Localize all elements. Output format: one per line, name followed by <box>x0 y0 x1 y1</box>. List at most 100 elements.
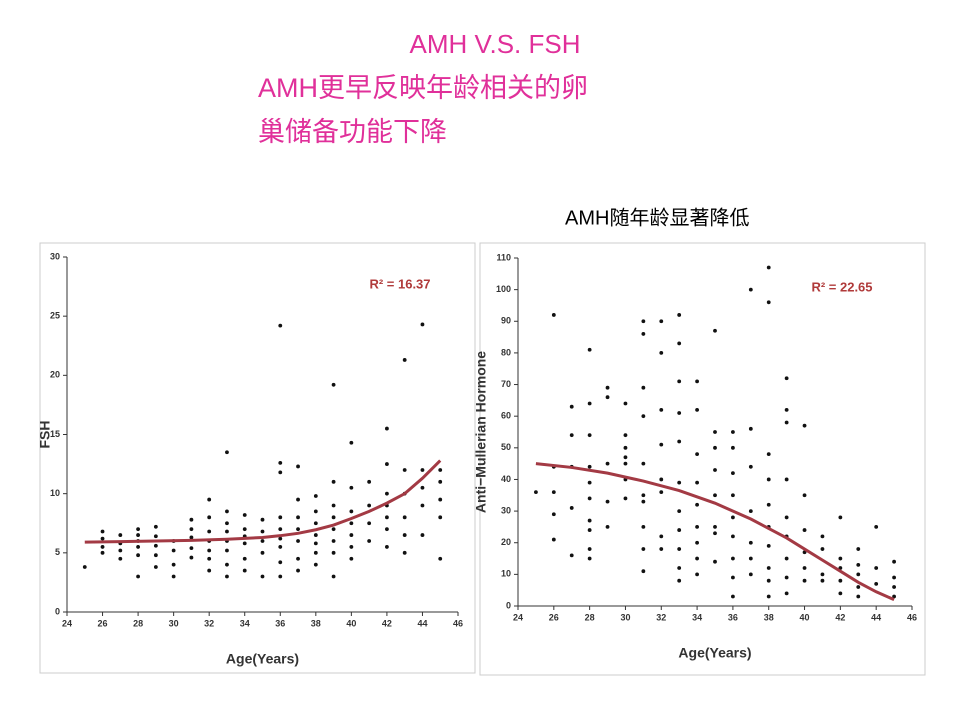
data-point <box>641 319 646 324</box>
data-point <box>641 332 646 336</box>
data-point <box>551 490 556 495</box>
data-point <box>713 445 717 450</box>
data-point <box>784 515 789 520</box>
data-point <box>587 347 592 352</box>
data-point <box>207 529 212 534</box>
data-point <box>569 506 574 510</box>
data-point <box>766 594 771 599</box>
data-point <box>605 499 610 504</box>
data-point <box>331 550 336 555</box>
data-point <box>784 407 789 412</box>
data-point <box>713 559 717 564</box>
data-point <box>260 517 265 522</box>
data-point <box>802 493 807 498</box>
data-point <box>677 547 682 551</box>
data-point <box>313 533 318 537</box>
data-point <box>748 540 753 545</box>
data-point <box>420 533 425 537</box>
data-point <box>402 515 407 520</box>
data-point <box>207 497 212 502</box>
data-point <box>349 556 354 561</box>
data-point <box>892 594 896 599</box>
data-point <box>784 477 789 482</box>
chart-frame <box>479 242 926 676</box>
data-point <box>766 300 771 305</box>
x-tick-label: 44 <box>871 612 881 622</box>
x-tick-label: 34 <box>240 618 250 628</box>
data-point <box>278 527 283 532</box>
data-point <box>731 445 735 450</box>
y-tick-label: 10 <box>50 488 60 498</box>
data-point <box>802 578 807 583</box>
data-point <box>892 559 896 564</box>
data-point <box>766 452 771 457</box>
data-point <box>713 531 717 536</box>
data-point <box>331 539 336 543</box>
data-point <box>766 265 771 270</box>
x-tick-label: 26 <box>98 618 108 628</box>
x-tick-label: 40 <box>346 618 356 628</box>
data-point <box>695 502 699 507</box>
data-point <box>587 464 592 469</box>
data-point <box>438 479 443 484</box>
data-point <box>189 546 194 550</box>
data-point <box>171 548 176 553</box>
data-point <box>731 471 735 476</box>
data-point <box>313 550 318 555</box>
data-point <box>802 566 807 570</box>
data-point <box>100 529 105 534</box>
data-point <box>349 485 354 490</box>
data-point <box>731 430 735 434</box>
data-point <box>820 578 825 583</box>
r-squared: R² = 22.65 <box>811 279 872 294</box>
data-point <box>713 430 717 434</box>
x-tick-label: 42 <box>835 612 845 622</box>
data-point <box>296 527 300 532</box>
data-point <box>748 426 753 431</box>
data-point <box>695 480 699 485</box>
data-point <box>623 445 628 450</box>
data-point <box>438 556 443 561</box>
data-point <box>677 439 682 444</box>
data-point <box>551 537 556 542</box>
x-tick-label: 28 <box>585 612 595 622</box>
data-point <box>623 455 628 460</box>
data-point <box>385 527 389 532</box>
y-axis-label: Anti−Mullerian Hormone <box>473 351 489 513</box>
data-point <box>420 485 425 490</box>
data-point <box>856 594 861 599</box>
data-point <box>278 536 283 541</box>
data-point <box>748 464 753 469</box>
data-point <box>713 525 717 529</box>
data-point <box>367 479 372 484</box>
x-tick-label: 42 <box>382 618 392 628</box>
y-tick-label: 0 <box>506 600 511 610</box>
data-point <box>136 533 140 537</box>
y-tick-label: 20 <box>501 537 511 547</box>
data-point <box>892 575 896 580</box>
data-point <box>551 512 556 517</box>
data-point <box>641 525 646 529</box>
data-point <box>748 509 753 513</box>
y-tick-label: 20 <box>50 370 60 380</box>
data-point <box>207 556 212 561</box>
data-point <box>820 547 825 551</box>
x-axis-label: Age(Years) <box>226 651 299 667</box>
data-point <box>659 319 664 324</box>
data-point <box>766 502 771 507</box>
fit-line <box>84 459 442 544</box>
y-tick-label: 30 <box>50 251 60 261</box>
data-point <box>766 566 771 570</box>
data-point <box>713 468 717 472</box>
y-tick-label: 110 <box>496 252 511 262</box>
data-point <box>713 328 717 333</box>
data-point <box>641 569 646 574</box>
data-point <box>313 541 318 546</box>
data-point <box>820 534 825 539</box>
data-point <box>641 493 646 498</box>
data-point <box>189 535 194 540</box>
data-point <box>677 379 682 384</box>
data-point <box>136 553 140 558</box>
r-squared: R² = 16.37 <box>369 276 430 291</box>
data-point <box>659 442 664 447</box>
